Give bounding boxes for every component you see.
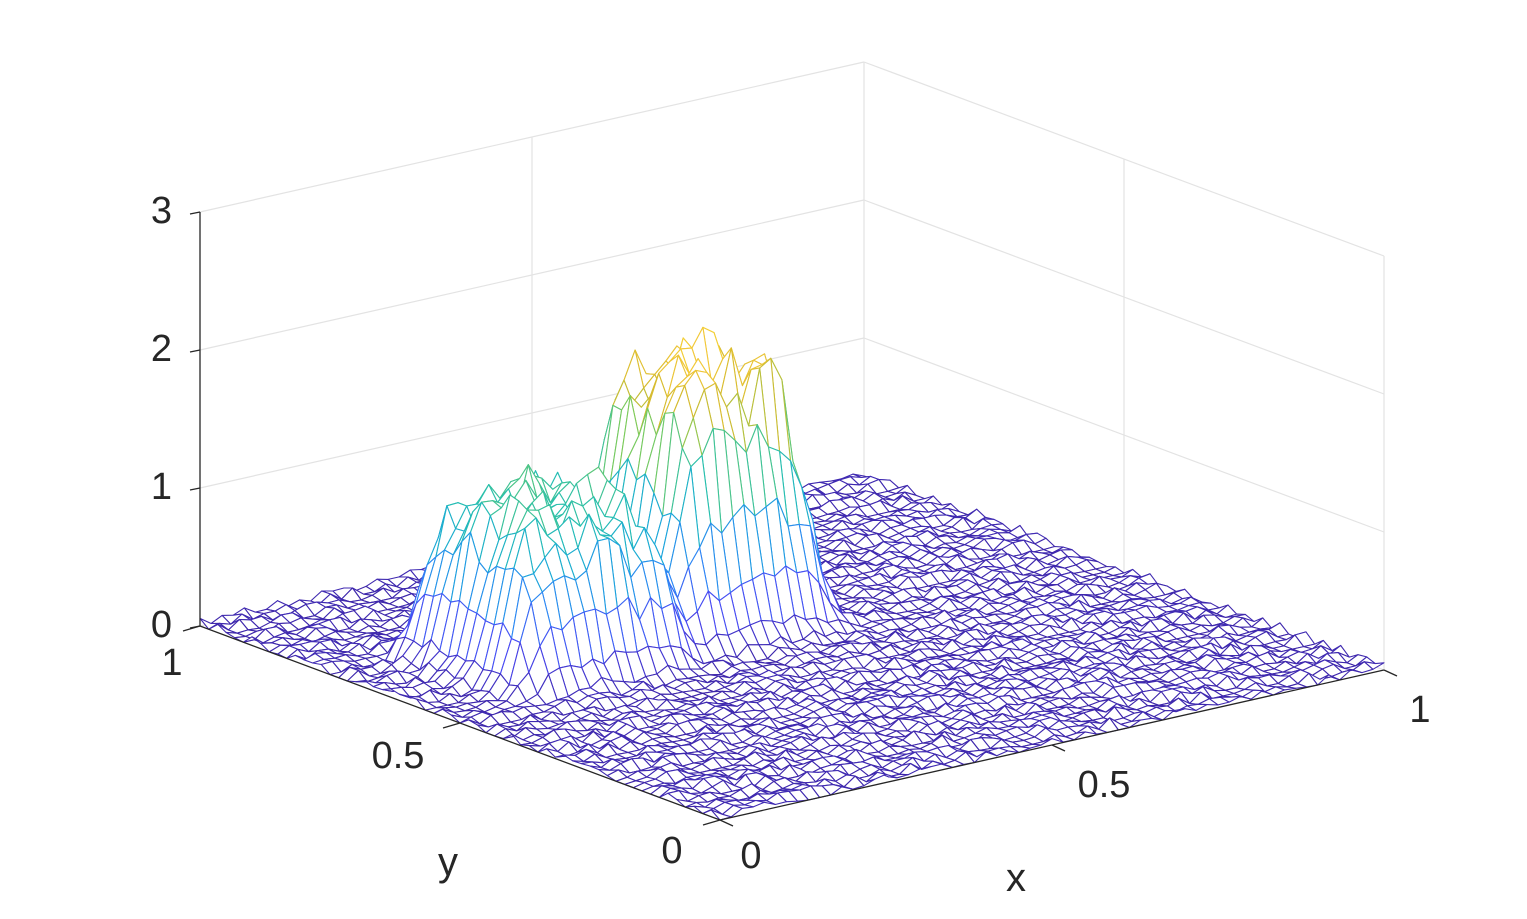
gridline-z-side-wall [863,337,1385,533]
y-tick-mark [182,625,201,632]
gridline-z-side-wall [863,199,1385,395]
y-tick-label-2: 1 [161,642,182,684]
x-tick-mark [1051,744,1066,752]
x-tick-mark [719,819,734,827]
z-tick-label-2: 2 [151,328,172,370]
y-tick-label-1: 0.5 [372,735,425,777]
z-tick-mark [189,349,201,353]
x-tick-label-0: 0 [740,835,761,877]
gridline-z-back-wall [199,199,865,351]
y-tick-mark [442,722,461,729]
z-tick-label-3: 3 [151,190,172,232]
y-axis-label: y [438,840,458,884]
y-tick-label-0: 0 [661,830,682,872]
z-tick-label-0: 0 [151,604,172,646]
z-tick-mark [189,487,201,491]
y-tick-mark [702,819,721,826]
x-axis-label: x [1006,856,1026,900]
z-tick-label-1: 1 [151,466,172,508]
gridline-z-back-wall [199,61,865,213]
gridline-z-side-wall [863,61,1385,257]
x-tick-label-1: 0.5 [1078,764,1131,806]
tick-labels: 0 1 2 3 0 0.5 1 0 0.5 1 [151,190,1431,877]
axes-frame [182,211,1398,827]
x-tick-label-2: 1 [1409,689,1430,731]
z-tick-mark [189,211,201,215]
x-tick-mark [1383,669,1398,677]
axis-labels: x y [438,840,1026,900]
surface-mesh [199,326,1385,821]
